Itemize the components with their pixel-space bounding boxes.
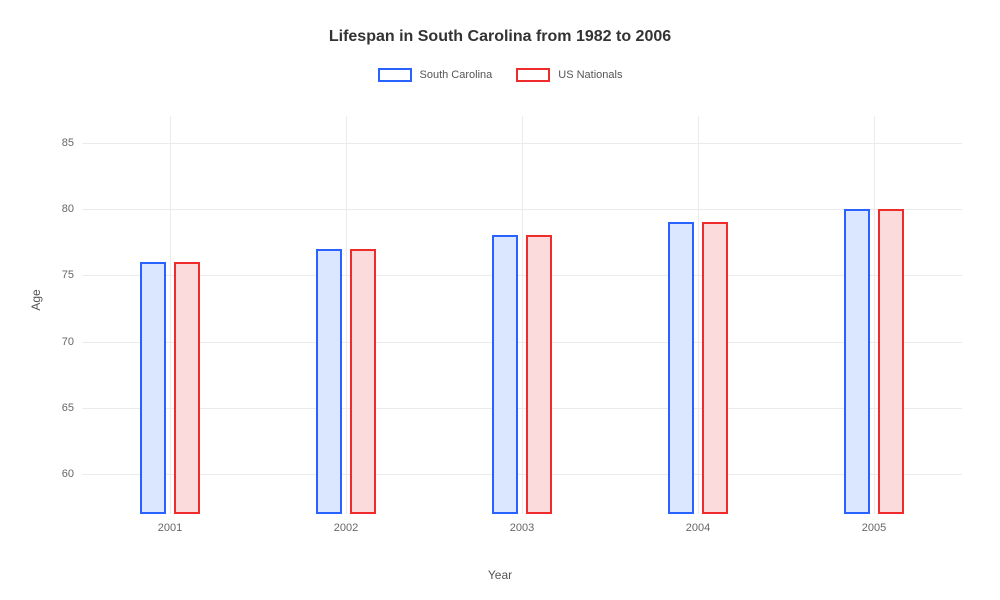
y-tick-label: 80 — [62, 203, 74, 215]
chart-title: Lifespan in South Carolina from 1982 to … — [0, 0, 1000, 46]
legend-label: US Nationals — [558, 69, 622, 81]
legend-swatch — [516, 68, 550, 82]
bar[interactable] — [878, 209, 904, 514]
vgrid-line — [522, 116, 523, 514]
legend-item[interactable]: US Nationals — [516, 68, 622, 82]
y-tick-label: 75 — [62, 269, 74, 281]
bar[interactable] — [492, 235, 518, 514]
x-tick-label: 2003 — [510, 522, 534, 534]
y-tick-label: 85 — [62, 137, 74, 149]
vgrid-line — [698, 116, 699, 514]
y-tick-label: 60 — [62, 468, 74, 480]
vgrid-line — [346, 116, 347, 514]
bar[interactable] — [844, 209, 870, 514]
bar[interactable] — [174, 262, 200, 514]
legend-swatch — [378, 68, 412, 82]
bar[interactable] — [140, 262, 166, 514]
bar[interactable] — [702, 222, 728, 514]
x-tick-label: 2005 — [862, 522, 886, 534]
legend-item[interactable]: South Carolina — [378, 68, 493, 82]
legend: South Carolina US Nationals — [0, 68, 1000, 82]
bar[interactable] — [350, 249, 376, 514]
bar[interactable] — [316, 249, 342, 514]
plot-area: 60657075808520012002200320042005 — [82, 116, 962, 514]
x-axis-label: Year — [488, 568, 512, 582]
x-tick-label: 2004 — [686, 522, 710, 534]
x-tick-label: 2001 — [158, 522, 182, 534]
vgrid-line — [170, 116, 171, 514]
legend-label: South Carolina — [420, 69, 493, 81]
vgrid-line — [874, 116, 875, 514]
y-axis-label: Age — [29, 289, 43, 310]
bar[interactable] — [526, 235, 552, 514]
x-tick-label: 2002 — [334, 522, 358, 534]
bar[interactable] — [668, 222, 694, 514]
y-tick-label: 65 — [62, 402, 74, 414]
y-tick-label: 70 — [62, 336, 74, 348]
